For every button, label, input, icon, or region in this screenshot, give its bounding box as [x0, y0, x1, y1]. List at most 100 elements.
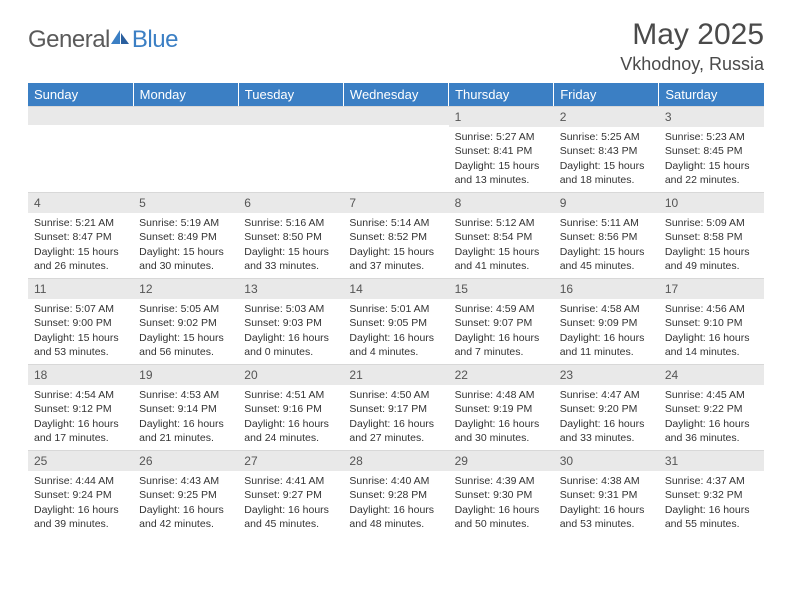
weekday-header: Friday: [554, 83, 659, 106]
sunset-text: Sunset: 9:02 PM: [139, 316, 232, 330]
daylight-text: Daylight: 16 hours and 7 minutes.: [455, 331, 548, 359]
daylight-text: Daylight: 15 hours and 49 minutes.: [665, 245, 758, 273]
sunrise-text: Sunrise: 5:03 AM: [244, 302, 337, 316]
sunset-text: Sunset: 9:03 PM: [244, 316, 337, 330]
day-body: Sunrise: 5:11 AMSunset: 8:56 PMDaylight:…: [554, 213, 659, 277]
calendar-row: 18Sunrise: 4:54 AMSunset: 9:12 PMDayligh…: [28, 364, 764, 450]
sunset-text: Sunset: 9:32 PM: [665, 488, 758, 502]
logo-word1: General: [28, 26, 110, 54]
sunrise-text: Sunrise: 5:16 AM: [244, 216, 337, 230]
sunset-text: Sunset: 9:09 PM: [560, 316, 653, 330]
sunset-text: Sunset: 9:28 PM: [349, 488, 442, 502]
calendar-table: SundayMondayTuesdayWednesdayThursdayFrid…: [28, 83, 764, 536]
day-number: 24: [659, 364, 764, 385]
day-body: Sunrise: 4:58 AMSunset: 9:09 PMDaylight:…: [554, 299, 659, 363]
day-body: Sunrise: 5:16 AMSunset: 8:50 PMDaylight:…: [238, 213, 343, 277]
calendar-cell: 18 Sunrise: 4:54 AMSunset: 9:12 PMDayligh…: [28, 364, 133, 450]
calendar-row: 25Sunrise: 4:44 AMSunset: 9:24 PMDayligh…: [28, 450, 764, 536]
daylight-text: Daylight: 15 hours and 13 minutes.: [455, 159, 548, 187]
sunset-text: Sunset: 9:16 PM: [244, 402, 337, 416]
daylight-text: Daylight: 16 hours and 33 minutes.: [560, 417, 653, 445]
sunset-text: Sunset: 9:05 PM: [349, 316, 442, 330]
weekday-header: Sunday: [28, 83, 133, 106]
calendar-cell: 20Sunrise: 4:51 AMSunset: 9:16 PMDayligh…: [238, 364, 343, 450]
day-body: Sunrise: 4:37 AMSunset: 9:32 PMDaylight:…: [659, 471, 764, 535]
daylight-text: Daylight: 16 hours and 53 minutes.: [560, 503, 653, 531]
daylight-text: Daylight: 16 hours and 48 minutes.: [349, 503, 442, 531]
sunset-text: Sunset: 9:12 PM: [34, 402, 127, 416]
day-number: 8: [449, 192, 554, 213]
day-number: 16: [554, 278, 659, 299]
day-body: Sunrise: 5:27 AMSunset: 8:41 PMDaylight:…: [449, 127, 554, 191]
sunset-text: Sunset: 8:54 PM: [455, 230, 548, 244]
sunset-text: Sunset: 9:22 PM: [665, 402, 758, 416]
logo-sail-icon: [110, 28, 130, 46]
calendar-cell: 24Sunrise: 4:45 AMSunset: 9:22 PMDayligh…: [659, 364, 764, 450]
daylight-text: Daylight: 15 hours and 26 minutes.: [34, 245, 127, 273]
sunrise-text: Sunrise: 4:56 AM: [665, 302, 758, 316]
sunrise-text: Sunrise: 5:25 AM: [560, 130, 653, 144]
day-number: 13: [238, 278, 343, 299]
header: General Blue May 2025 Vkhodnoy, Russia: [28, 18, 764, 75]
day-body: Sunrise: 4:40 AMSunset: 9:28 PMDaylight:…: [343, 471, 448, 535]
daylight-text: Daylight: 15 hours and 30 minutes.: [139, 245, 232, 273]
sunset-text: Sunset: 9:07 PM: [455, 316, 548, 330]
title-block: May 2025 Vkhodnoy, Russia: [620, 18, 764, 75]
calendar-header: SundayMondayTuesdayWednesdayThursdayFrid…: [28, 83, 764, 106]
calendar-cell: [28, 106, 133, 192]
sunset-text: Sunset: 9:10 PM: [665, 316, 758, 330]
calendar-cell: 22Sunrise: 4:48 AMSunset: 9:19 PMDayligh…: [449, 364, 554, 450]
sunrise-text: Sunrise: 4:44 AM: [34, 474, 127, 488]
sunrise-text: Sunrise: 4:54 AM: [34, 388, 127, 402]
day-number: 22: [449, 364, 554, 385]
day-body: Sunrise: 5:05 AMSunset: 9:02 PMDaylight:…: [133, 299, 238, 363]
day-number: 29: [449, 450, 554, 471]
calendar-row: 4Sunrise: 5:21 AMSunset: 8:47 PMDaylight…: [28, 192, 764, 278]
sunrise-text: Sunrise: 4:51 AM: [244, 388, 337, 402]
calendar-cell: 12Sunrise: 5:05 AMSunset: 9:02 PMDayligh…: [133, 278, 238, 364]
day-body: Sunrise: 4:44 AMSunset: 9:24 PMDaylight:…: [28, 471, 133, 535]
day-body: Sunrise: 5:25 AMSunset: 8:43 PMDaylight:…: [554, 127, 659, 191]
sunrise-text: Sunrise: 4:39 AM: [455, 474, 548, 488]
calendar-cell: 9Sunrise: 5:11 AMSunset: 8:56 PMDaylight…: [554, 192, 659, 278]
sunrise-text: Sunrise: 4:41 AM: [244, 474, 337, 488]
sunset-text: Sunset: 9:25 PM: [139, 488, 232, 502]
sunset-text: Sunset: 8:52 PM: [349, 230, 442, 244]
day-body: Sunrise: 5:07 AMSunset: 9:00 PMDaylight:…: [28, 299, 133, 363]
sunset-text: Sunset: 8:47 PM: [34, 230, 127, 244]
day-body: Sunrise: 4:56 AMSunset: 9:10 PMDaylight:…: [659, 299, 764, 363]
daylight-text: Daylight: 16 hours and 17 minutes.: [34, 417, 127, 445]
calendar-cell: 10Sunrise: 5:09 AMSunset: 8:58 PMDayligh…: [659, 192, 764, 278]
weekday-header: Thursday: [449, 83, 554, 106]
day-body: Sunrise: 4:43 AMSunset: 9:25 PMDaylight:…: [133, 471, 238, 535]
day-number: 4: [28, 192, 133, 213]
calendar-row: 1Sunrise: 5:27 AMSunset: 8:41 PMDaylight…: [28, 106, 764, 192]
calendar-cell: 3Sunrise: 5:23 AMSunset: 8:45 PMDaylight…: [659, 106, 764, 192]
day-body: Sunrise: 5:09 AMSunset: 8:58 PMDaylight:…: [659, 213, 764, 277]
daylight-text: Daylight: 16 hours and 30 minutes.: [455, 417, 548, 445]
daylight-text: Daylight: 16 hours and 42 minutes.: [139, 503, 232, 531]
calendar-cell: 11Sunrise: 5:07 AMSunset: 9:00 PMDayligh…: [28, 278, 133, 364]
calendar-cell: 6Sunrise: 5:16 AMSunset: 8:50 PMDaylight…: [238, 192, 343, 278]
day-number: 17: [659, 278, 764, 299]
sunset-text: Sunset: 9:19 PM: [455, 402, 548, 416]
daylight-text: Daylight: 16 hours and 11 minutes.: [560, 331, 653, 359]
day-number: 3: [659, 106, 764, 127]
day-number: 18: [28, 364, 133, 385]
daylight-text: Daylight: 15 hours and 18 minutes.: [560, 159, 653, 187]
calendar-cell: 21Sunrise: 4:50 AMSunset: 9:17 PMDayligh…: [343, 364, 448, 450]
day-number: 9: [554, 192, 659, 213]
weekday-header: Saturday: [659, 83, 764, 106]
day-body: Sunrise: 4:53 AMSunset: 9:14 PMDaylight:…: [133, 385, 238, 449]
calendar-cell: 14Sunrise: 5:01 AMSunset: 9:05 PMDayligh…: [343, 278, 448, 364]
weekday-header: Monday: [133, 83, 238, 106]
day-number: 19: [133, 364, 238, 385]
calendar-cell: 19Sunrise: 4:53 AMSunset: 9:14 PMDayligh…: [133, 364, 238, 450]
calendar-row: 11Sunrise: 5:07 AMSunset: 9:00 PMDayligh…: [28, 278, 764, 364]
sunrise-text: Sunrise: 5:11 AM: [560, 216, 653, 230]
weekday-header: Tuesday: [238, 83, 343, 106]
calendar-cell: 1Sunrise: 5:27 AMSunset: 8:41 PMDaylight…: [449, 106, 554, 192]
sunrise-text: Sunrise: 4:50 AM: [349, 388, 442, 402]
sunrise-text: Sunrise: 5:09 AM: [665, 216, 758, 230]
day-number: [238, 106, 343, 125]
